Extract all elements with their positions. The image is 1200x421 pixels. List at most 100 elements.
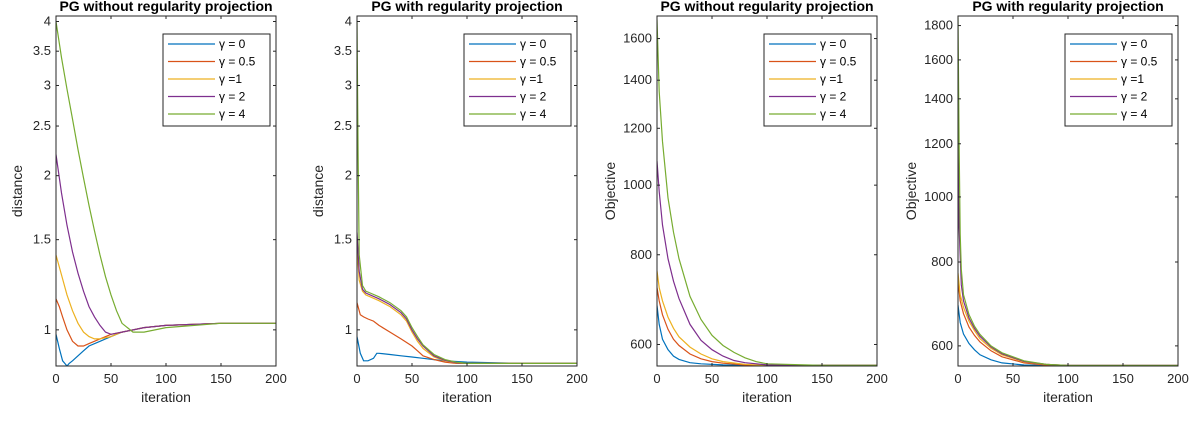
legend-entry-4: γ = 2 — [219, 90, 246, 104]
series-line-5 — [56, 21, 276, 333]
legend: γ = 0 γ = 0.5 γ =1 γ = 2 γ = 4 — [162, 33, 271, 127]
y-tick-label: 1400 — [623, 72, 652, 87]
legend-entry-2: γ = 0.5 — [820, 55, 857, 69]
x-tick-label: 0 — [653, 371, 660, 386]
y-axis-label: Objective — [602, 162, 618, 221]
y-axis-label: distance — [9, 165, 25, 217]
legend: γ = 0 γ = 0.5 γ =1 γ = 2 γ = 4 — [1064, 33, 1173, 127]
legend-entry-1: γ = 0 — [820, 37, 847, 51]
y-tick-label: 3 — [44, 77, 51, 92]
x-tick-label: 150 — [511, 371, 533, 386]
legend-entry-5: γ = 4 — [520, 107, 547, 121]
y-tick-label: 3.5 — [334, 43, 352, 58]
y-axis-label: distance — [310, 165, 326, 217]
chart-panel-4: 0 50 100 150 200 600 800 1000 1200 1400 1600 1800 PG… — [903, 0, 1189, 405]
legend-entry-2: γ = 0.5 — [219, 55, 256, 69]
x-tick-label: 150 — [1112, 371, 1134, 386]
legend-entry-4: γ = 2 — [1121, 90, 1148, 104]
y-tick-label: 1600 — [924, 52, 953, 67]
series-group — [56, 21, 276, 366]
x-tick-label: 100 — [155, 371, 177, 386]
legend-box — [763, 33, 872, 127]
y-tick-label: 1.5 — [334, 232, 352, 247]
x-tick-label: 200 — [866, 371, 888, 386]
chart-panel-3: 0 50 100 150 200 600 800 1000 1200 1400 1600 PG wit… — [602, 0, 888, 405]
y-tick-label: 2.5 — [334, 118, 352, 133]
y-tick-label: 3 — [345, 77, 352, 92]
series-line-5 — [357, 21, 577, 364]
x-tick-label: 50 — [104, 371, 118, 386]
chart-title: PG without regularity projection — [660, 0, 873, 14]
legend-entry-2: γ = 0.5 — [520, 55, 557, 69]
series-line-1 — [357, 336, 577, 364]
y-tick-label: 1400 — [924, 91, 953, 106]
x-tick-label: 200 — [566, 371, 588, 386]
legend-entry-3: γ =1 — [1121, 72, 1144, 86]
series-line-5 — [657, 19, 877, 366]
x-tick-label: 0 — [52, 371, 59, 386]
x-axis-label: iteration — [442, 389, 492, 405]
legend-entry-4: γ = 2 — [520, 90, 547, 104]
legend-box — [1064, 33, 1173, 127]
series-line-4 — [657, 161, 877, 366]
legend-entry-5: γ = 4 — [1121, 107, 1148, 121]
series-line-4 — [56, 154, 276, 335]
legend-entry-1: γ = 0 — [219, 37, 246, 51]
chart-panel-1: 0 50 100 150 200 1 1.5 2 2.5 3 3.5 4 PG without regu… — [9, 0, 287, 405]
x-tick-label: 100 — [1057, 371, 1079, 386]
x-tick-label: 200 — [1167, 371, 1189, 386]
y-tick-label: 600 — [630, 336, 652, 351]
legend-entry-1: γ = 0 — [520, 37, 547, 51]
y-tick-label: 1000 — [623, 177, 652, 192]
y-tick-label: 3.5 — [33, 43, 51, 58]
x-axis-label: iteration — [742, 389, 792, 405]
y-tick-label: 600 — [931, 338, 953, 353]
y-tick-label: 4 — [44, 13, 51, 28]
legend-box — [463, 33, 572, 127]
legend: γ = 0 γ = 0.5 γ =1 γ = 2 γ = 4 — [763, 33, 872, 127]
y-tick-label: 1800 — [924, 18, 953, 33]
y-tick-label: 2 — [44, 168, 51, 183]
x-tick-label: 150 — [811, 371, 833, 386]
chart-panel-2: 0 50 100 150 200 1 1.5 2 2.5 3 3.5 4 PG with regular… — [310, 0, 588, 405]
y-tick-label: 1600 — [623, 31, 652, 46]
chart-title: PG with regularity projection — [972, 0, 1163, 14]
series-group — [357, 21, 577, 364]
y-tick-label: 1.5 — [33, 232, 51, 247]
legend-entry-5: γ = 4 — [219, 107, 246, 121]
legend-entry-4: γ = 2 — [820, 90, 847, 104]
legend-entry-5: γ = 4 — [820, 107, 847, 121]
x-tick-label: 50 — [705, 371, 719, 386]
legend-entry-2: γ = 0.5 — [1121, 55, 1158, 69]
x-tick-label: 100 — [456, 371, 478, 386]
y-tick-label: 1200 — [623, 120, 652, 135]
legend: γ = 0 γ = 0.5 γ =1 γ = 2 γ = 4 — [463, 33, 572, 127]
chart-title: PG without regularity projection — [59, 0, 272, 14]
series-line-3 — [657, 270, 877, 366]
x-tick-label: 0 — [353, 371, 360, 386]
y-tick-label: 4 — [345, 13, 352, 28]
legend-box — [162, 33, 271, 127]
x-tick-label: 150 — [210, 371, 232, 386]
x-tick-label: 50 — [1006, 371, 1020, 386]
y-tick-label: 1000 — [924, 189, 953, 204]
y-tick-label: 800 — [630, 247, 652, 262]
y-tick-label: 800 — [931, 254, 953, 269]
y-tick-label: 1 — [345, 322, 352, 337]
x-tick-label: 50 — [405, 371, 419, 386]
y-tick-label: 2.5 — [33, 118, 51, 133]
x-tick-label: 200 — [265, 371, 287, 386]
y-tick-label: 2 — [345, 168, 352, 183]
legend-entry-3: γ =1 — [219, 72, 242, 86]
series-group — [657, 19, 877, 366]
x-axis-label: iteration — [1043, 389, 1093, 405]
legend-entry-3: γ =1 — [820, 72, 843, 86]
legend-entry-1: γ = 0 — [1121, 37, 1148, 51]
series-line-5 — [958, 17, 1178, 366]
x-axis-label: iteration — [141, 389, 191, 405]
x-tick-label: 100 — [756, 371, 778, 386]
legend-entry-3: γ =1 — [520, 72, 543, 86]
x-tick-label: 0 — [954, 371, 961, 386]
y-axis-label: Objective — [903, 162, 919, 221]
